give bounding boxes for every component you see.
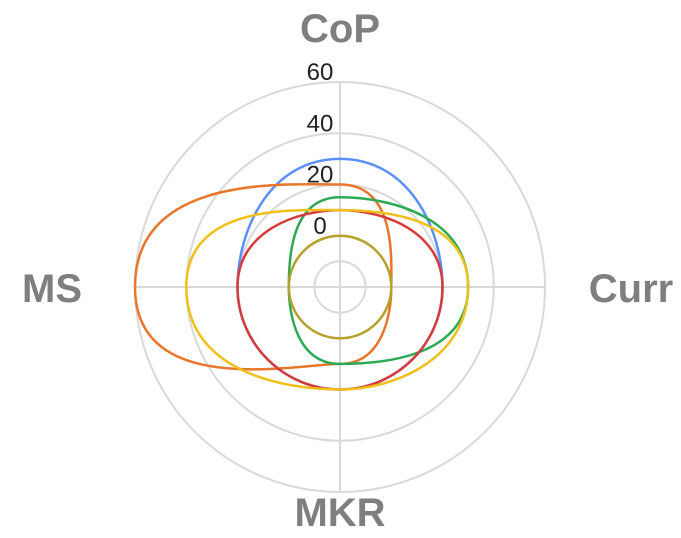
- radar-grid: [134, 81, 546, 493]
- tick-label-0: 0: [313, 213, 326, 240]
- tick-label-20: 20: [307, 162, 334, 189]
- category-label-mkr: MKR: [294, 491, 385, 535]
- series-line-3: [287, 196, 470, 366]
- series-line-5: [185, 208, 470, 391]
- category-label-ms: MS: [22, 267, 82, 311]
- category-labels: CoP Curr MKR MS: [22, 7, 673, 535]
- category-label-curr: Curr: [589, 267, 673, 311]
- radar-series-group: [133, 157, 470, 391]
- series-line-2: [133, 183, 393, 371]
- series-line-6: [287, 234, 393, 340]
- radial-tick-labels: 0 20 40 60: [307, 59, 334, 240]
- category-label-cop: CoP: [300, 7, 380, 51]
- tick-label-40: 40: [307, 110, 334, 137]
- tick-label-60: 60: [307, 59, 334, 86]
